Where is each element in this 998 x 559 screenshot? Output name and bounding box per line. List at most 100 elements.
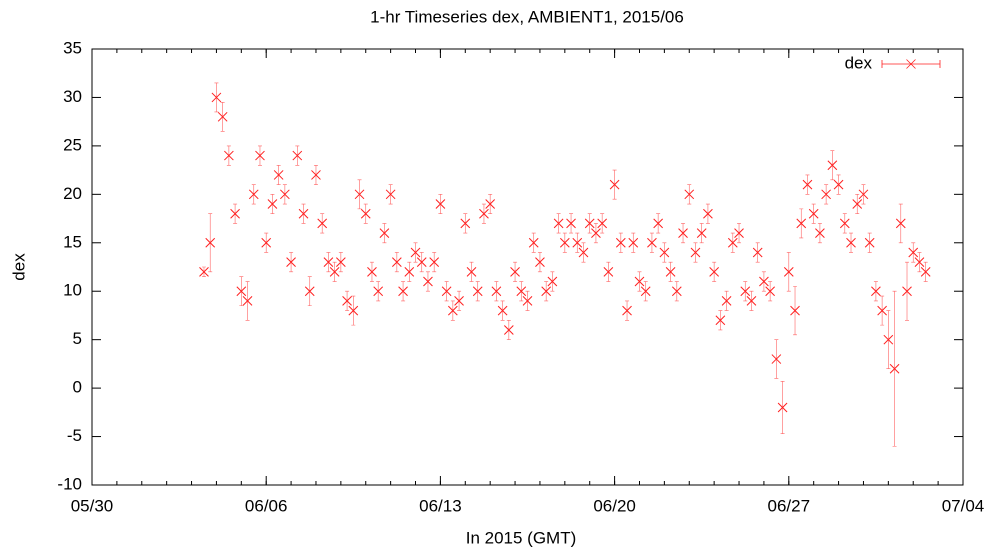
x-tick-label: 06/27: [768, 496, 811, 515]
data-point: [671, 286, 682, 297]
data-point: [777, 402, 788, 413]
data-point: [684, 189, 695, 200]
data-point: [597, 218, 608, 229]
data-point: [665, 266, 676, 277]
data-point: [261, 237, 272, 248]
data-point: [659, 247, 670, 258]
data-point: [603, 266, 614, 277]
data-point: [516, 286, 527, 297]
y-tick-label: 30: [63, 87, 82, 106]
data-point: [858, 189, 869, 200]
data-point: [472, 286, 483, 297]
data-point: [410, 247, 421, 258]
data-point: [398, 286, 408, 297]
data-point: [871, 286, 881, 297]
data-point: [541, 286, 552, 297]
data-point: [379, 228, 390, 238]
data-point: [690, 247, 701, 258]
data-point: [802, 179, 813, 190]
y-tick-label: 10: [63, 281, 82, 300]
data-point: [889, 363, 900, 374]
data-point: [696, 228, 707, 238]
data-point: [199, 266, 209, 277]
data-point: [796, 218, 807, 229]
data-point: [447, 305, 458, 316]
y-axis-label: dex: [9, 253, 28, 281]
data-point: [535, 257, 545, 268]
plot-frame: [91, 48, 964, 486]
data-point: [783, 266, 794, 277]
data-point: [647, 237, 657, 248]
x-tick-label: 07/04: [942, 496, 985, 515]
data-point: [740, 286, 751, 297]
data-point: [460, 218, 471, 229]
data-point: [765, 286, 775, 297]
data-point: [354, 189, 365, 200]
data-point: [336, 257, 346, 268]
data-point: [323, 257, 334, 268]
data-point: [653, 218, 664, 229]
data-point: [852, 199, 863, 209]
data-point: [311, 170, 321, 180]
data-point: [429, 257, 440, 268]
data-point: [808, 208, 819, 219]
x-tick-label: 06/06: [245, 496, 288, 515]
data-point: [640, 286, 651, 297]
data-point: [479, 208, 489, 219]
data-point: [510, 266, 520, 277]
data-point: [404, 266, 415, 277]
data-point: [211, 92, 222, 103]
y-tick-label: 35: [63, 38, 82, 57]
data-point: [280, 189, 290, 200]
data-point: [839, 218, 850, 229]
data-point: [553, 218, 564, 229]
y-tick-label: 25: [63, 135, 82, 154]
data-point: [609, 179, 620, 190]
data-point: [485, 199, 496, 209]
data-point: [678, 228, 688, 238]
data-point: [342, 296, 352, 306]
data-point: [286, 257, 296, 268]
data-point: [217, 111, 228, 122]
y-tick-label: -10: [57, 474, 82, 493]
data-point: [615, 237, 626, 248]
data-point: [790, 305, 800, 316]
data-point: [622, 305, 632, 316]
data-point: [566, 218, 576, 229]
data-point: [572, 237, 583, 248]
data-point: [255, 150, 265, 161]
data-point: [559, 237, 570, 248]
data-point: [230, 208, 240, 219]
data-point: [273, 170, 284, 180]
data-point: [248, 189, 259, 200]
data-point: [416, 257, 427, 268]
data-point: [634, 276, 645, 287]
data-point: [292, 150, 303, 161]
data-point: [236, 286, 247, 297]
data-point: [454, 296, 464, 306]
data-point: [497, 305, 508, 316]
data-point: [385, 189, 396, 200]
x-axis-label: In 2015 (GMT): [466, 528, 577, 547]
data-point: [360, 208, 371, 219]
data-point: [348, 305, 359, 316]
data-point: [827, 160, 838, 171]
data-point: [205, 237, 216, 248]
data-point: [528, 237, 539, 248]
data-point: [373, 286, 384, 297]
data-point: [522, 296, 533, 306]
data-point: [895, 218, 906, 229]
data-point: [317, 218, 328, 229]
data-point: [721, 296, 732, 306]
data-point: [628, 237, 639, 248]
data-point: [547, 276, 558, 287]
data-point: [578, 247, 589, 258]
data-point: [242, 296, 253, 306]
data-point: [815, 228, 825, 238]
data-point: [833, 179, 844, 190]
legend-swatch: [881, 59, 941, 69]
data-point: [591, 228, 601, 238]
x-tick-label: 06/13: [419, 496, 462, 515]
